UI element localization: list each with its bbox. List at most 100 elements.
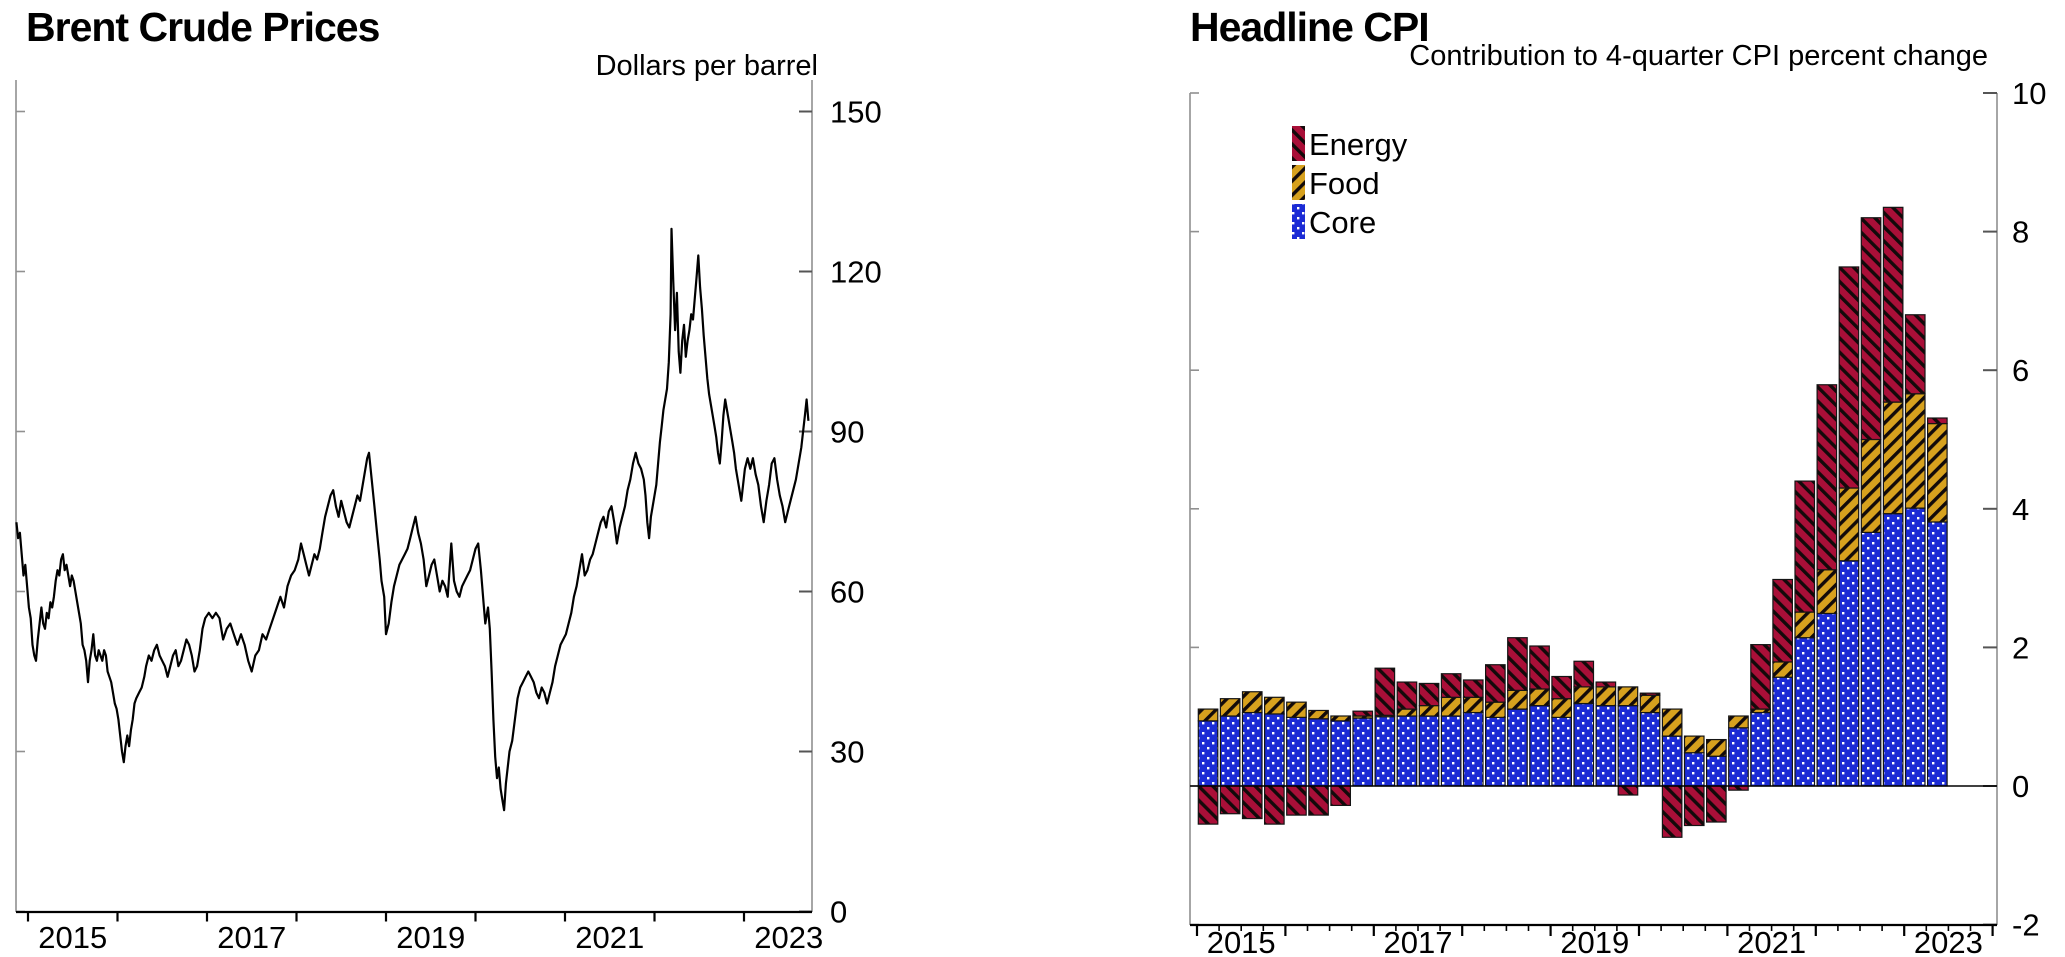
bar-energy <box>1926 417 1948 425</box>
bar-core <box>1286 716 1307 787</box>
tick-label: 0 <box>830 895 847 930</box>
bar-core <box>1396 715 1418 787</box>
bar-core <box>1440 715 1462 787</box>
bar-core <box>1219 715 1241 787</box>
bar-core <box>1595 705 1617 787</box>
cpi-chart-subtitle: Contribution to 4-quarter CPI percent ch… <box>1409 40 1988 72</box>
bar-energy <box>1330 785 1352 807</box>
bar-core <box>1418 715 1440 787</box>
bar-core <box>1904 507 1926 787</box>
bar-core <box>1529 705 1550 787</box>
bar-food <box>1705 738 1727 757</box>
bar-food <box>1396 708 1418 717</box>
bar-food <box>1661 708 1683 737</box>
bar-core <box>1794 637 1816 787</box>
bar-core <box>1705 755 1727 787</box>
bar-energy <box>1507 637 1528 691</box>
bar-energy <box>1816 384 1838 571</box>
tick-label: 2017 <box>217 920 286 955</box>
bar-food <box>1794 611 1816 639</box>
tick-label: 2015 <box>38 920 107 955</box>
bar-energy <box>1617 785 1639 796</box>
brent-chart: 0 30 60 90 120 150 2015 2017 2019 2021 2023 <box>15 80 882 955</box>
bar-energy <box>1595 681 1617 688</box>
bar-energy <box>1440 673 1462 698</box>
bar-food <box>1507 689 1528 710</box>
bar-energy <box>1639 692 1661 696</box>
bar-energy <box>1551 675 1573 700</box>
bar-food <box>1308 709 1329 720</box>
bar-core <box>1882 513 1904 787</box>
bar-food <box>1816 569 1838 615</box>
tick-label: -2 <box>2012 908 2040 943</box>
bar-energy <box>1263 785 1285 825</box>
tick-label: 2023 <box>1914 925 1983 957</box>
tick-label: 120 <box>830 255 882 290</box>
brent-axes <box>15 80 813 913</box>
bar-energy <box>1882 206 1904 403</box>
bar-energy <box>1529 645 1550 690</box>
bar-energy <box>1705 785 1727 823</box>
legend-label-energy: Energy <box>1309 127 1408 162</box>
bar-food <box>1639 694 1661 714</box>
bar-energy <box>1573 660 1595 688</box>
bar-food <box>1595 686 1617 707</box>
bar-food <box>1241 691 1263 714</box>
brent-unit-label: Dollars per barrel <box>595 50 818 82</box>
brent-y-labels: 0 30 60 90 120 150 <box>830 95 882 930</box>
cpi-chart-title: Headline CPI <box>1190 4 1430 50</box>
bar-food <box>1860 438 1882 533</box>
tick-label: 30 <box>830 735 864 770</box>
tick-label: 2021 <box>1737 925 1806 957</box>
bar-energy <box>1661 785 1683 838</box>
bar-core <box>1639 711 1661 787</box>
legend-swatch-food <box>1292 165 1305 200</box>
bar-food <box>1926 422 1948 523</box>
bar-core <box>1750 711 1771 787</box>
bar-food <box>1882 401 1904 515</box>
tick-label: 2019 <box>1560 925 1629 957</box>
bar-energy <box>1396 681 1418 710</box>
bar-food <box>1462 696 1484 714</box>
brent-x-axis <box>16 910 812 922</box>
bar-core <box>1484 716 1506 787</box>
bar-core <box>1661 735 1683 787</box>
bar-food <box>1219 698 1241 717</box>
bar-food <box>1904 393 1926 509</box>
bar-food <box>1683 735 1705 754</box>
bar-core <box>1197 720 1219 787</box>
brent-price-line <box>15 227 810 812</box>
legend-label-food: Food <box>1309 166 1380 201</box>
bar-core <box>1860 531 1882 787</box>
cpi-chart: -2 0 2 4 6 8 10 2015 2017 2019 2021 2023 Energy Food C… <box>1189 76 2046 957</box>
tick-label: 2019 <box>396 920 465 955</box>
bar-energy <box>1462 679 1484 698</box>
bar-food <box>1197 708 1219 722</box>
bar-food <box>1573 686 1595 705</box>
tick-label: 2 <box>2012 630 2029 665</box>
tick-label: 10 <box>2012 76 2046 111</box>
bar-food <box>1529 688 1550 707</box>
tick-label: 0 <box>2012 769 2029 804</box>
bar-core <box>1352 717 1374 787</box>
bar-energy <box>1750 644 1771 710</box>
bar-energy <box>1683 785 1705 827</box>
bar-food <box>1263 696 1285 715</box>
cpi-stacked-bars <box>1197 206 1948 838</box>
bar-core <box>1728 727 1749 787</box>
legend-label-core: Core <box>1309 205 1376 240</box>
legend-swatch-core <box>1292 204 1305 239</box>
tick-label: 4 <box>2012 492 2029 527</box>
bar-energy <box>1374 667 1396 716</box>
tick-label: 2017 <box>1384 925 1453 957</box>
bar-core <box>1816 612 1838 787</box>
tick-label: 2023 <box>754 920 823 955</box>
bar-core <box>1551 716 1573 787</box>
bar-food <box>1551 698 1573 718</box>
bar-core <box>1838 560 1860 787</box>
brent-chart-title: Brent Crude Prices <box>26 4 380 50</box>
bar-energy <box>1418 682 1440 707</box>
bar-energy <box>1241 785 1263 820</box>
